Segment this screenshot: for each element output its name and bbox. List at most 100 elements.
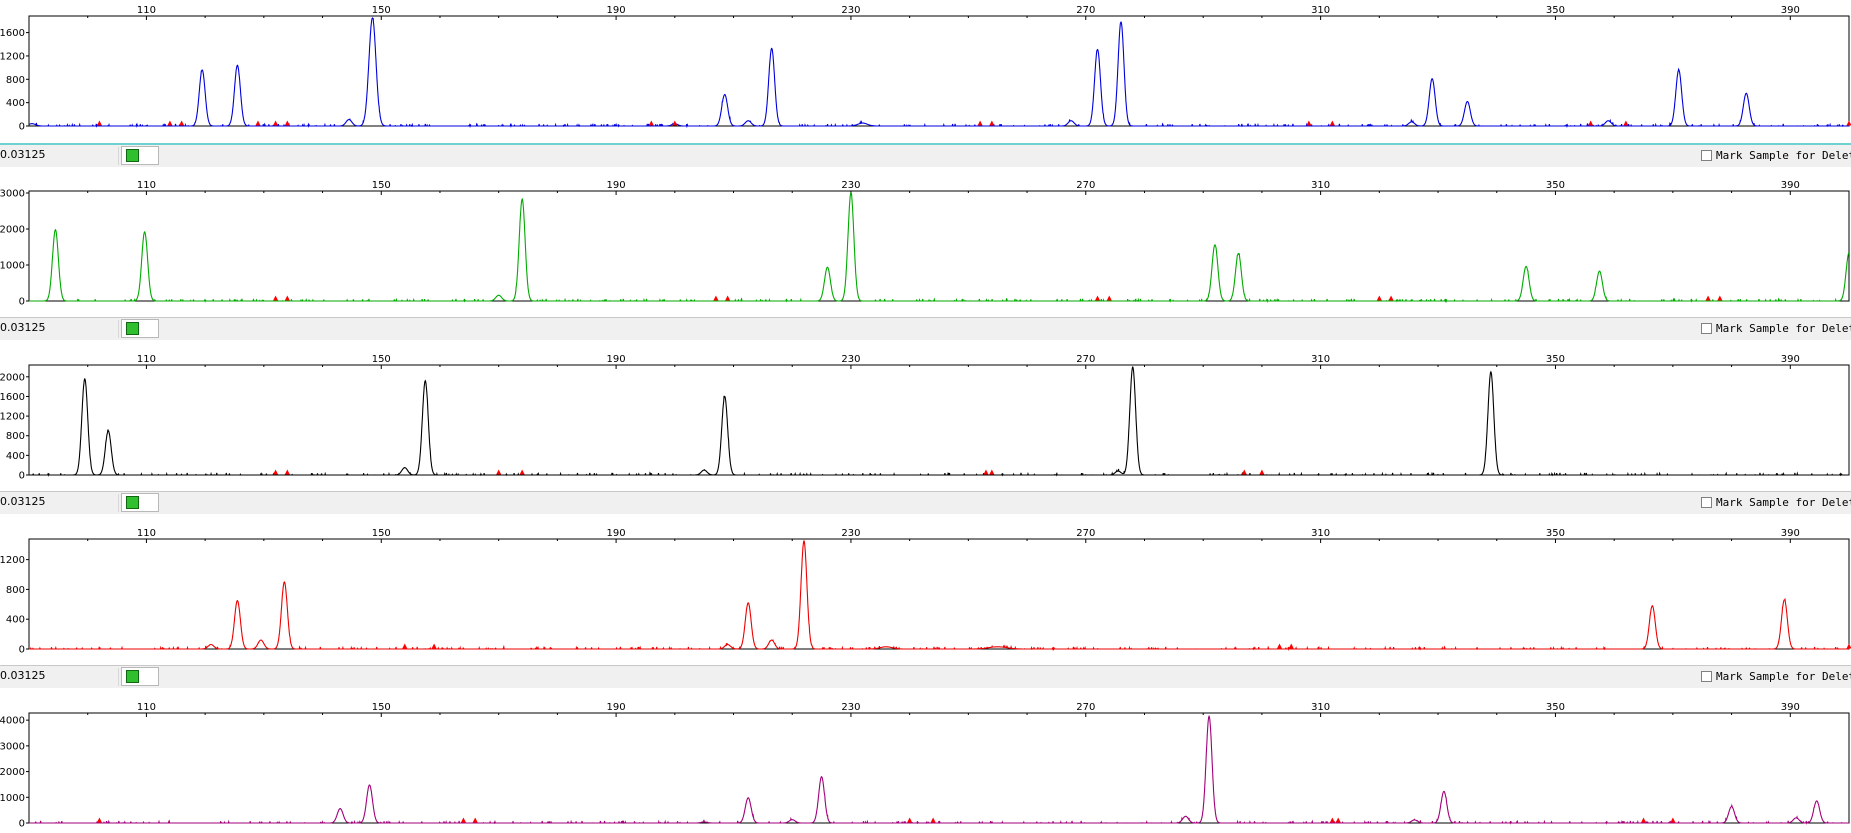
size-marker[interactable] <box>1095 295 1101 301</box>
size-marker[interactable] <box>1717 295 1723 301</box>
size-marker[interactable] <box>519 469 525 475</box>
size-marker[interactable] <box>1388 295 1394 301</box>
y-tick-label: 1000 <box>0 261 25 272</box>
size-marker[interactable] <box>284 469 290 475</box>
size-marker[interactable] <box>273 120 279 126</box>
y-tick-label: 0 <box>19 645 25 656</box>
size-marker[interactable] <box>930 817 936 823</box>
size-marker[interactable] <box>1329 120 1335 126</box>
x-tick-label: 230 <box>841 5 860 16</box>
size-marker[interactable] <box>1335 817 1341 823</box>
size-marker[interactable] <box>1623 120 1629 126</box>
size-marker[interactable] <box>1376 295 1382 301</box>
color-selector[interactable] <box>121 146 159 165</box>
channel-plot-2[interactable]: 110 150 190 230 270 310 350 390 0 1000 2000 3000 <box>0 175 1851 308</box>
x-tick-label: 110 <box>137 5 156 16</box>
checkbox-icon[interactable] <box>1701 150 1712 161</box>
size-marker[interactable] <box>96 120 102 126</box>
mark-sample-checkbox[interactable]: Mark Sample for Deleti <box>1701 496 1851 509</box>
size-marker[interactable] <box>472 817 478 823</box>
x-tick-label: 390 <box>1781 528 1800 539</box>
size-marker[interactable] <box>255 120 261 126</box>
threshold-box <box>0 494 119 512</box>
size-marker[interactable] <box>907 817 913 823</box>
mark-sample-label: Mark Sample for Deleti <box>1716 670 1851 683</box>
y-tick-label: 3000 <box>0 741 25 752</box>
size-marker[interactable] <box>167 120 173 126</box>
size-marker[interactable] <box>1329 817 1335 823</box>
size-marker[interactable] <box>1588 120 1594 126</box>
size-marker[interactable] <box>648 120 654 126</box>
plot-frame <box>28 712 1850 824</box>
color-selector[interactable] <box>121 667 159 686</box>
size-marker[interactable] <box>460 817 466 823</box>
plot-frame <box>28 15 1850 127</box>
threshold-value: 0.03125 <box>0 148 46 161</box>
size-marker[interactable] <box>1259 469 1265 475</box>
color-selector[interactable] <box>121 493 159 512</box>
signal-trace <box>28 192 1850 304</box>
x-tick-label: 110 <box>137 528 156 539</box>
x-tick-label: 150 <box>372 5 391 16</box>
channel-plot-3[interactable]: 110 150 190 230 270 310 350 390 0 400 800 1200 1600 2… <box>0 349 1851 482</box>
size-marker[interactable] <box>725 295 731 301</box>
size-marker[interactable] <box>273 469 279 475</box>
y-tick-label: 0 <box>19 122 25 133</box>
size-marker[interactable] <box>713 295 719 301</box>
size-marker[interactable] <box>1241 469 1247 475</box>
x-tick-label: 150 <box>372 702 391 713</box>
x-tick-label: 310 <box>1311 5 1330 16</box>
size-marker[interactable] <box>983 469 989 475</box>
channel-panel-5: 110 150 190 230 270 310 350 390 0 1000 2000 3000 400… <box>0 697 1851 830</box>
channel-plot-5[interactable]: 110 150 190 230 270 310 350 390 0 1000 2000 3000 400… <box>0 697 1851 830</box>
size-marker[interactable] <box>989 120 995 126</box>
x-tick-label: 270 <box>1076 5 1095 16</box>
y-tick-label: 1200 <box>0 51 25 62</box>
size-marker[interactable] <box>977 120 983 126</box>
size-marker[interactable] <box>1641 817 1647 823</box>
size-marker[interactable] <box>1846 120 1851 126</box>
size-marker[interactable] <box>273 295 279 301</box>
mark-sample-checkbox[interactable]: Mark Sample for Deleti <box>1701 149 1851 162</box>
size-marker[interactable] <box>989 469 995 475</box>
y-tick-label: 400 <box>6 98 25 109</box>
checkbox-icon[interactable] <box>1701 497 1712 508</box>
channel-panel-2: 110 150 190 230 270 310 350 390 0 1000 2000 3000 <box>0 175 1851 308</box>
size-marker[interactable] <box>1277 643 1283 649</box>
size-marker[interactable] <box>672 120 678 126</box>
y-tick-label: 400 <box>6 615 25 626</box>
y-tick-label: 2000 <box>0 767 25 778</box>
x-tick-label: 310 <box>1311 528 1330 539</box>
mark-sample-checkbox[interactable]: Mark Sample for Deleti <box>1701 670 1851 683</box>
y-tick-label: 800 <box>6 75 25 86</box>
checkbox-icon[interactable] <box>1701 323 1712 334</box>
size-marker[interactable] <box>1288 643 1294 649</box>
green-square-icon <box>126 670 139 683</box>
x-tick-label: 230 <box>841 528 860 539</box>
size-marker[interactable] <box>1106 295 1112 301</box>
size-marker[interactable] <box>284 120 290 126</box>
y-tick-label: 4000 <box>0 716 25 727</box>
checkbox-icon[interactable] <box>1701 671 1712 682</box>
x-tick-label: 270 <box>1076 180 1095 191</box>
color-selector[interactable] <box>121 319 159 338</box>
size-marker[interactable] <box>1846 643 1851 649</box>
mark-sample-checkbox[interactable]: Mark Sample for Deleti <box>1701 322 1851 335</box>
size-marker[interactable] <box>402 643 408 649</box>
channel-plot-1[interactable]: 110 150 190 230 270 310 350 390 0 400 800 1200 1600 <box>0 0 1851 133</box>
y-tick-label: 0 <box>19 471 25 482</box>
size-marker[interactable] <box>96 817 102 823</box>
size-marker[interactable] <box>179 120 185 126</box>
size-marker[interactable] <box>284 295 290 301</box>
x-tick-label: 190 <box>607 5 626 16</box>
size-marker[interactable] <box>1670 817 1676 823</box>
sample-bar-4: 0.03125 Mark Sample for Deleti <box>0 665 1851 688</box>
size-marker[interactable] <box>496 469 502 475</box>
x-tick-label: 230 <box>841 354 860 365</box>
size-marker[interactable] <box>431 643 437 649</box>
size-marker[interactable] <box>1306 120 1312 126</box>
size-marker[interactable] <box>1705 295 1711 301</box>
x-tick-label: 310 <box>1311 354 1330 365</box>
channel-plot-4[interactable]: 110 150 190 230 270 310 350 390 0 400 800 1200 <box>0 523 1851 656</box>
